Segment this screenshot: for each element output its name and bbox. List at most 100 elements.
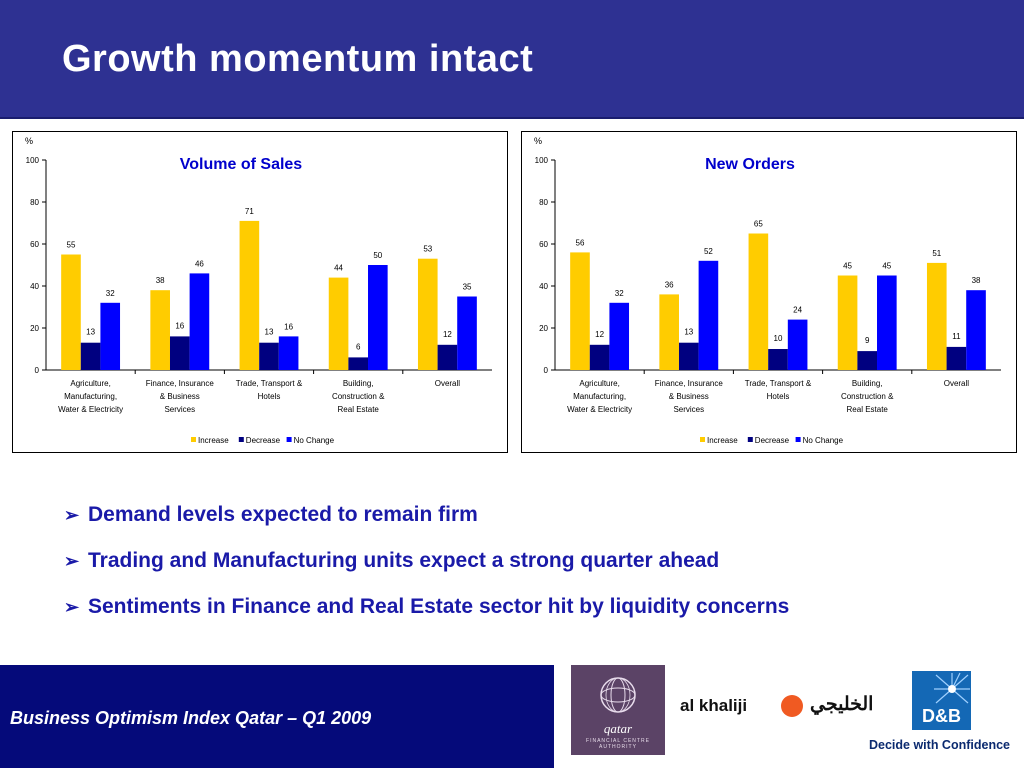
legend-label: No Change: [294, 436, 335, 445]
legend-label: Increase: [198, 436, 229, 445]
bar: [348, 357, 369, 370]
category-label: Hotels: [767, 392, 790, 401]
bullet-item: ➢ Demand levels expected to remain firm: [64, 503, 789, 549]
bar: [768, 349, 788, 370]
data-label: 9: [865, 336, 870, 345]
data-label: 52: [704, 247, 713, 256]
data-label: 56: [576, 238, 585, 247]
data-label: 16: [284, 322, 293, 331]
data-label: 65: [754, 220, 763, 229]
footer-title: Business Optimism Index Qatar – Q1 2009: [10, 708, 372, 728]
bar: [457, 296, 477, 370]
bar: [169, 336, 190, 370]
y-tick-label: 60: [30, 240, 39, 249]
category-label: Building,: [852, 379, 883, 388]
header-band: Growth momentum intact: [0, 0, 1024, 119]
category-label: Agriculture,: [70, 379, 110, 388]
data-label: 16: [175, 321, 184, 330]
bullet-list: ➢ Demand levels expected to remain firm ➢…: [64, 503, 789, 641]
bar: [328, 277, 349, 370]
data-label: 36: [665, 280, 674, 289]
y-tick-label: 0: [35, 366, 40, 375]
bar: [368, 265, 388, 370]
qfc-name: qatar: [603, 721, 633, 736]
legend-label: Decrease: [246, 436, 281, 445]
chart-title: New Orders: [705, 156, 795, 173]
data-label: 10: [774, 334, 783, 343]
bullet-text: Trading and Manufacturing units expect a…: [88, 549, 720, 572]
y-tick-label: 60: [539, 240, 548, 249]
legend-swatch: [191, 437, 196, 442]
bar: [966, 290, 986, 370]
legend-label: Increase: [707, 436, 738, 445]
data-label: 6: [356, 342, 361, 351]
data-label: 71: [245, 207, 254, 216]
category-label: Real Estate: [338, 405, 380, 414]
y-axis-unit: %: [25, 136, 33, 146]
category-label: & Business: [669, 392, 709, 401]
legend-swatch: [238, 437, 244, 442]
bar: [589, 344, 610, 370]
al-khaliji-mark-icon: [781, 695, 803, 717]
bar: [570, 252, 590, 370]
al-khaliji-arabic-name: الخليجي: [810, 694, 874, 715]
category-label: Finance, Insurance: [655, 379, 724, 388]
bar: [437, 344, 458, 370]
category-label: Building,: [343, 379, 374, 388]
category-label: Water & Electricity: [567, 405, 632, 414]
data-label: 38: [156, 276, 165, 285]
y-tick-label: 80: [539, 198, 548, 207]
category-label: Services: [164, 405, 195, 414]
new-orders-chart: % New Orders 0 20 40 60 80 100 56 12 32 Agriculture…: [521, 131, 1017, 453]
qfc-subtitle: FINANCIAL CENTRE AUTHORITY: [586, 738, 650, 750]
y-axis-unit: %: [534, 136, 542, 146]
bar: [946, 346, 967, 370]
y-tick-label: 40: [539, 282, 548, 291]
data-label: 50: [373, 251, 382, 260]
y-tick-label: 40: [30, 282, 39, 291]
legend-swatch: [286, 437, 292, 442]
bullet-item: ➢ Trading and Manufacturing units expect …: [64, 549, 789, 595]
footer-band: [0, 665, 554, 768]
bar: [80, 342, 101, 370]
legend-swatch: [795, 437, 801, 442]
arrow-bullet-icon: ➢: [64, 505, 80, 525]
data-label: 32: [615, 289, 624, 298]
bar: [698, 260, 719, 370]
bar: [150, 290, 170, 370]
category-label: Finance, Insurance: [146, 379, 215, 388]
y-tick-label: 100: [535, 156, 549, 165]
bar: [926, 262, 947, 370]
data-label: 12: [443, 330, 452, 339]
data-label: 35: [463, 283, 472, 292]
category-label: & Business: [160, 392, 200, 401]
bar: [259, 342, 279, 370]
bar: [189, 273, 210, 370]
data-label: 13: [684, 328, 693, 337]
data-label: 11: [952, 332, 961, 341]
data-label: 55: [67, 241, 76, 250]
data-label: 12: [595, 330, 604, 339]
category-label: Real Estate: [847, 405, 889, 414]
data-label: 13: [86, 328, 95, 337]
category-label: Manufacturing,: [64, 392, 117, 401]
data-label: 24: [793, 306, 802, 315]
bar: [61, 254, 81, 370]
volume-of-sales-chart: % Volume of Sales 0 20 40 60 80 100 55 13 32 Agricu…: [12, 131, 508, 453]
category-label: Services: [673, 405, 704, 414]
data-label: 44: [334, 264, 343, 273]
volume-of-sales-chart-svg: % Volume of Sales 0 20 40 60 80 100 55 13 32 Agricu…: [25, 136, 492, 445]
qfc-emblem-icon: [600, 677, 636, 713]
bar: [278, 336, 299, 370]
al-khaliji-logo: al khaliji الخليجي: [680, 693, 892, 723]
dnb-logo: D&B: [912, 671, 971, 730]
arrow-bullet-icon: ➢: [64, 597, 80, 617]
category-label: Construction &: [841, 392, 894, 401]
data-label: 46: [195, 259, 204, 268]
category-label: Trade, Transport &: [236, 379, 303, 388]
data-label: 32: [106, 289, 115, 298]
chart-title: Volume of Sales: [180, 156, 303, 173]
category-label: Overall: [435, 379, 461, 388]
page-title: Growth momentum intact: [62, 38, 534, 80]
data-label: 51: [932, 249, 941, 258]
